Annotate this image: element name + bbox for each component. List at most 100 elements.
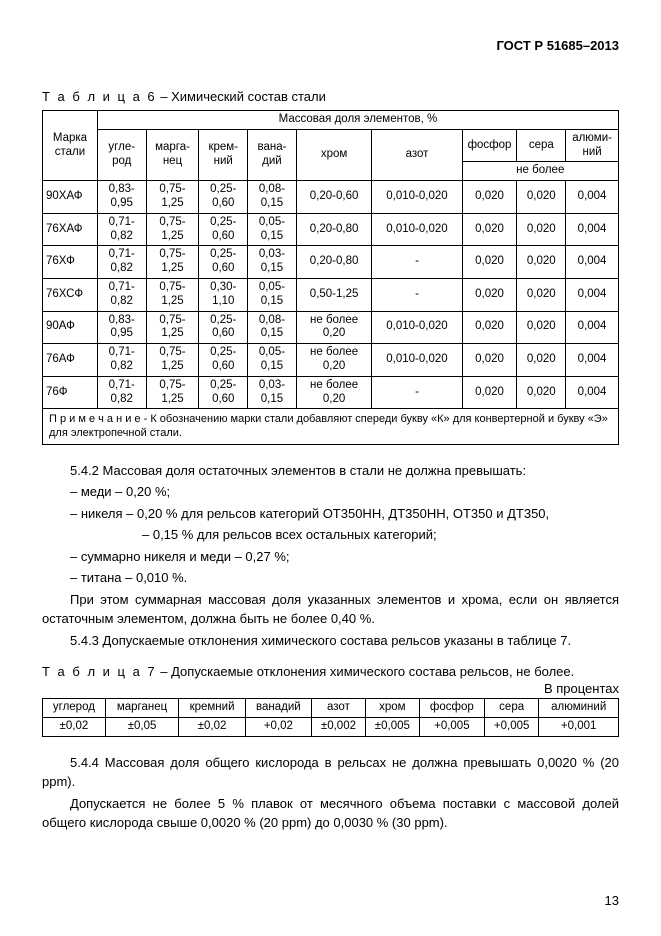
- cell: 0,010-0,020: [372, 213, 462, 246]
- cell: 0,05- 0,15: [248, 278, 297, 311]
- table7-caption-text: – Допускаемые отклонения химического сос…: [157, 664, 575, 679]
- cell: 0,05- 0,15: [248, 344, 297, 377]
- cell: 0,25- 0,60: [199, 181, 248, 214]
- cell: не более 0,20: [296, 311, 372, 344]
- cell: 0,71- 0,82: [97, 376, 146, 409]
- col-p: фосфор: [462, 129, 517, 162]
- cell: 0,004: [566, 246, 619, 279]
- table6-note: П р и м е ч а н и е - К обозначению марк…: [43, 409, 619, 444]
- p-ni1: – никеля – 0,20 % для рельсов категорий …: [42, 504, 619, 524]
- cell: ±0,002: [311, 718, 365, 737]
- cell: +0,005: [419, 718, 484, 737]
- col-steel: Марка стали: [43, 111, 98, 181]
- cell: 0,20-0,60: [296, 181, 372, 214]
- table7-caption-label: Т а б л и ц а 7: [42, 664, 157, 679]
- cell: 0,08- 0,15: [248, 311, 297, 344]
- p-543: 5.4.3 Допускаемые отклонения химического…: [42, 631, 619, 651]
- col-v: вана-дий: [248, 129, 297, 180]
- cell: 0,75- 1,25: [146, 311, 199, 344]
- col-header: фосфор: [419, 699, 484, 718]
- cell: 0,010-0,020: [372, 311, 462, 344]
- cell: 0,020: [462, 311, 517, 344]
- cell: 0,83- 0,95: [97, 311, 146, 344]
- cell: +0,001: [539, 718, 619, 737]
- cell: 0,71- 0,82: [97, 278, 146, 311]
- p-544: 5.4.4 Массовая доля общего кислорода в р…: [42, 753, 619, 792]
- col-cr: хром: [296, 129, 372, 180]
- table-row: 76ХСФ0,71- 0,820,75- 1,250,30- 1,100,05-…: [43, 278, 619, 311]
- col-al: алюми-ний: [566, 129, 619, 162]
- col-header: алюминий: [539, 699, 619, 718]
- p-ni2: – 0,15 % для рельсов всех остальных кате…: [42, 525, 619, 545]
- cell: 0,020: [517, 376, 566, 409]
- cell: 0,83- 0,95: [97, 181, 146, 214]
- cell: 0,25- 0,60: [199, 213, 248, 246]
- body-text-2: 5.4.4 Массовая доля общего кислорода в р…: [42, 753, 619, 833]
- group-header: Массовая доля элементов, %: [97, 111, 618, 130]
- table6-caption-text: – Химический состав стали: [157, 89, 326, 104]
- cell: не более 0,20: [296, 344, 372, 377]
- cell: 76ХАФ: [43, 213, 98, 246]
- col-s: сера: [517, 129, 566, 162]
- cell: 0,25- 0,60: [199, 246, 248, 279]
- table-row: 90ХАФ0,83- 0,950,75- 1,250,25- 0,600,08-…: [43, 181, 619, 214]
- cell: -: [372, 376, 462, 409]
- cell: 0,03- 0,15: [248, 376, 297, 409]
- p-544b: Допускается не более 5 % плавок от месяч…: [42, 794, 619, 833]
- cell: 0,75- 1,25: [146, 376, 199, 409]
- cell: 76Ф: [43, 376, 98, 409]
- cell: 0,004: [566, 213, 619, 246]
- cell: не более 0,20: [296, 376, 372, 409]
- col-header: кремний: [179, 699, 246, 718]
- cell: 0,75- 1,25: [146, 246, 199, 279]
- table-row: 76АФ0,71- 0,820,75- 1,250,25- 0,600,05- …: [43, 344, 619, 377]
- body-text-1: 5.4.2 Массовая доля остаточных элементов…: [42, 461, 619, 651]
- cell: 0,020: [517, 213, 566, 246]
- cell: 0,020: [517, 181, 566, 214]
- table7-caption: Т а б л и ц а 7 – Допускаемые отклонения…: [42, 664, 619, 679]
- cell: 0,50-1,25: [296, 278, 372, 311]
- cell: 0,75- 1,25: [146, 344, 199, 377]
- cell: 0,08- 0,15: [248, 181, 297, 214]
- cell: -: [372, 278, 462, 311]
- table-row: 90АФ0,83- 0,950,75- 1,250,25- 0,600,08- …: [43, 311, 619, 344]
- p-cu: – меди – 0,20 %;: [42, 482, 619, 502]
- cell: 0,71- 0,82: [97, 213, 146, 246]
- table6-caption-label: Т а б л и ц а 6: [42, 89, 157, 104]
- doc-code: ГОСТ Р 51685–2013: [42, 38, 619, 53]
- cell: 0,05- 0,15: [248, 213, 297, 246]
- cell: 0,75- 1,25: [146, 213, 199, 246]
- cell: 0,010-0,020: [372, 181, 462, 214]
- col-header: углерод: [43, 699, 106, 718]
- cell: ±0,05: [105, 718, 178, 737]
- no-more: не более: [462, 162, 618, 181]
- cell: 0,20-0,80: [296, 246, 372, 279]
- cell: +0,02: [245, 718, 311, 737]
- table7: углеродмарганецкремнийванадийазотхромфос…: [42, 698, 619, 737]
- cell: 0,25- 0,60: [199, 376, 248, 409]
- cell: 0,020: [462, 376, 517, 409]
- col-c: угле-род: [97, 129, 146, 180]
- table6-caption: Т а б л и ц а 6 – Химический состав стал…: [42, 89, 619, 104]
- p-sum: – суммарно никеля и меди – 0,27 %;: [42, 547, 619, 567]
- table6: Марка стали Массовая доля элементов, % у…: [42, 110, 619, 445]
- p-total: При этом суммарная массовая доля указанн…: [42, 590, 619, 629]
- cell: 0,20-0,80: [296, 213, 372, 246]
- cell: 0,020: [517, 278, 566, 311]
- cell: 0,020: [517, 246, 566, 279]
- cell: 0,30- 1,10: [199, 278, 248, 311]
- col-header: марганец: [105, 699, 178, 718]
- p-ti: – титана – 0,010 %.: [42, 568, 619, 588]
- cell: 0,71- 0,82: [97, 344, 146, 377]
- table-row: 76Ф0,71- 0,820,75- 1,250,25- 0,600,03- 0…: [43, 376, 619, 409]
- cell: 0,25- 0,60: [199, 311, 248, 344]
- cell: 0,020: [517, 344, 566, 377]
- cell: 76ХФ: [43, 246, 98, 279]
- cell: 0,25- 0,60: [199, 344, 248, 377]
- cell: 0,75- 1,25: [146, 278, 199, 311]
- cell: 0,020: [517, 311, 566, 344]
- page-number: 13: [605, 893, 619, 908]
- cell: 76ХСФ: [43, 278, 98, 311]
- cell: -: [372, 246, 462, 279]
- cell: 0,004: [566, 344, 619, 377]
